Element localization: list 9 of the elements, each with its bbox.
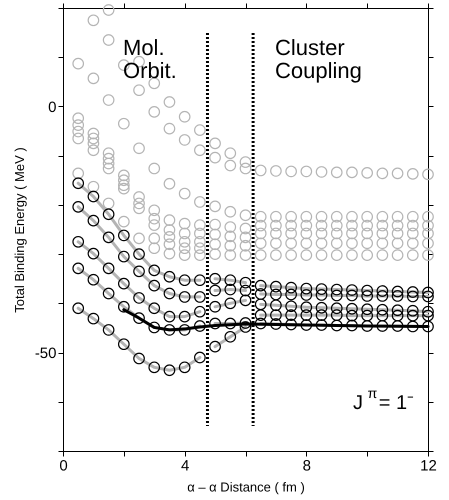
x-tick-label: 8 [302,458,312,474]
annotation: Cluster Coupling [275,35,362,84]
annotation: Mol. Orbit. [123,35,177,84]
x-tick-label: 12 [420,458,437,474]
x-tick-label: 0 [59,458,68,474]
x-tick-label: 4 [180,458,190,474]
y-tick-label: -50 [34,345,56,362]
y-axis-title: Total Binding Energy ( MeV ) [12,147,27,313]
x-axis-title: α – α Distance ( fm ) [187,480,305,494]
